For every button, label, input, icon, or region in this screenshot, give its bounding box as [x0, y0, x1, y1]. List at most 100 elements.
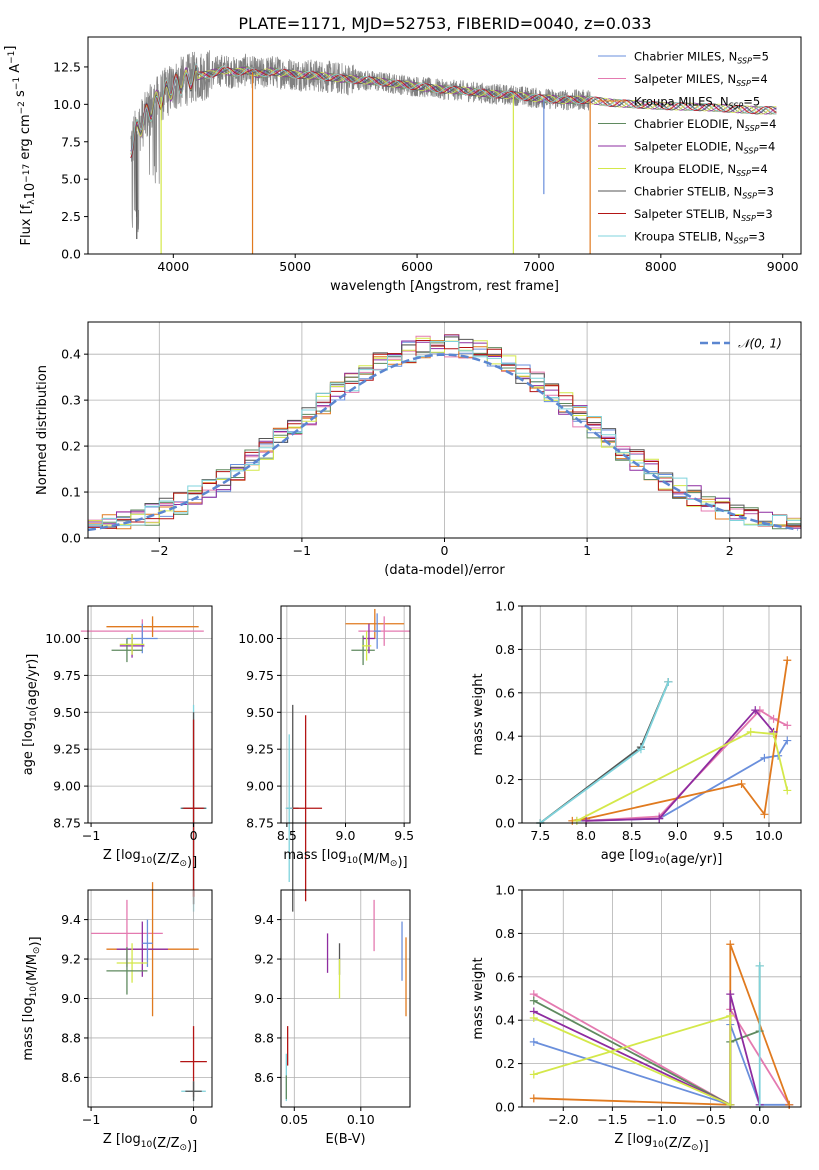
spectrum-frame: 4000 5000 6000 7000 8000 9000 0.0 2.5 5.0 7.5 10.0…: [3, 36, 802, 294]
label-part: )]: [397, 855, 407, 870]
mass_vs_ebv-frame: 0.05 0.10 8.6 8.8 9.0 9.2 9.4 E(B-V): [254, 889, 411, 1147]
spectrum-ytick-label: 2.5: [61, 209, 81, 224]
legend-sub: SSP: [737, 57, 752, 66]
label-part: (M/M: [25, 954, 40, 986]
weight-series-line: [539, 681, 670, 824]
age_vs_Z-ylabel: age [log10(age/yr)]: [21, 654, 40, 776]
spectrum-xlabel: wavelength [Angstrom, rest frame]: [330, 279, 559, 294]
spectrum-spine: [87, 36, 802, 255]
weight_vs_Z-ytick-label: 0.0: [495, 1100, 515, 1115]
weight-point-marker: [746, 727, 755, 736]
label-sub: 10: [141, 856, 153, 866]
label-part: Z [: [103, 1132, 121, 1147]
label-part: log: [121, 848, 141, 863]
weight-series-line: [533, 966, 761, 1107]
legend-suffix: =3: [756, 207, 773, 221]
weight-point-marker: [726, 940, 735, 949]
legend-entry: Salpeter STELIB, NSSP=3: [634, 207, 773, 223]
legend-label: Chabrier MILES, N: [634, 50, 737, 64]
legend-sub: SSP: [742, 192, 757, 201]
label-sub: ⊙: [179, 859, 187, 869]
spectrum-xtick-label: 6000: [401, 259, 433, 274]
label-sup: −1: [7, 51, 17, 64]
weight-series-line: [533, 993, 761, 1107]
mass_vs_ebv-ytick-label: 9.0: [254, 991, 274, 1006]
weight-point-marker: [769, 714, 778, 723]
age_vs_Z-ytick-label: 10.00: [45, 631, 81, 646]
weight_vs_age-ytick-label: 0.4: [495, 729, 515, 744]
weight_vs_Z-xtick-label: 0.0: [750, 1112, 770, 1127]
legend-entry: Salpeter ELODIE, NSSP=4: [634, 140, 775, 156]
residuals-ytick-label: 0.0: [61, 531, 81, 546]
age_vs_mass-ytick-label: 9.00: [246, 779, 274, 794]
spectrum-model-line: [130, 66, 777, 152]
spectrum-plot: [130, 50, 777, 254]
mass_vs_Z-ylabel: mass [log10(M/M⊙)]: [21, 936, 43, 1060]
legend-suffix: =5: [743, 95, 760, 109]
residuals-plot: [88, 334, 801, 532]
legend-label: Salpeter STELIB, N: [634, 207, 741, 221]
spectrum-xtick-label: 8000: [645, 259, 677, 274]
age_vs_mass-xtick-label: 9.0: [336, 828, 356, 843]
weight-point-marker: [760, 810, 769, 819]
label-part: Z [: [103, 848, 121, 863]
spectrum-ytick-label: 12.5: [53, 59, 81, 74]
legend-sub: SSP: [741, 214, 756, 223]
weight-point-marker: [783, 656, 792, 665]
age_vs_Z-xlabel: Z [log10(Z/Z⊙)]: [103, 848, 197, 870]
spectrum-model-line: [130, 63, 777, 156]
label-sub: 10: [652, 1140, 664, 1150]
weight-point-marker: [726, 1011, 735, 1020]
mass_vs_Z-xlabel: Z [log10(Z/Z⊙)]: [103, 1132, 197, 1154]
spectrum-xtick-label: 9000: [767, 259, 799, 274]
label-part: mass [: [21, 1017, 36, 1060]
mass_vs_ebv-xtick-label: 0.05: [280, 1112, 308, 1127]
legend-entry: Chabrier ELODIE, NSSP=4: [634, 117, 776, 133]
mass_vs_ebv-xlabel: E(B-V): [325, 1132, 365, 1147]
legend-sub: SSP: [736, 169, 751, 178]
label-part: A: [8, 64, 23, 77]
label-part: ]: [3, 46, 18, 51]
mass_vs_ebv-ytick-label: 9.2: [254, 952, 274, 967]
weight-point-marker: [726, 1100, 735, 1109]
mass_vs_Z-ytick-label: 8.8: [61, 1030, 81, 1045]
legend-suffix: =3: [757, 185, 774, 199]
weight_vs_age-frame: 7.5 8.0 8.5 9.0 9.5 10.0 0.0 0.2 0.4 0.6 0.8 1.0 age…: [471, 599, 802, 867]
label-part: erg cm: [18, 114, 33, 163]
weight-series-line: [576, 730, 789, 822]
spectrum-ytick-label: 5.0: [61, 172, 81, 187]
age_vs_Z-ytick-label: 9.50: [53, 705, 81, 720]
label-part: mass [: [283, 848, 326, 863]
age_vs_Z-ytick-label: 9.25: [53, 742, 81, 757]
legend-suffix: =4: [758, 140, 775, 154]
legend-entry: Kroupa ELODIE, NSSP=4: [634, 162, 768, 178]
legend-label: Chabrier STELIB, N: [634, 185, 742, 199]
label-part: Normed distribution: [35, 365, 50, 495]
weight_vs_age-plot: [536, 656, 792, 827]
weight-series-line: [533, 1014, 732, 1107]
age_vs_mass-ytick-label: 9.75: [246, 668, 274, 683]
weight-point-marker: [529, 996, 538, 1005]
mass_vs_Z-axes: [88, 890, 212, 1107]
label-part: log: [632, 1132, 652, 1147]
label-part: )]: [187, 1139, 197, 1154]
age_vs_Z-ytick-label: 9.00: [53, 779, 81, 794]
weight-point-marker: [751, 706, 760, 715]
weight_vs_age-xtick-label: 9.5: [713, 828, 733, 843]
residuals-xtick-label: 2: [726, 543, 734, 558]
legend-label: Salpeter MILES, N: [634, 72, 736, 86]
label-part: log: [327, 848, 347, 863]
age_vs_mass-xtick-label: 9.5: [394, 828, 414, 843]
weight-point-marker: [737, 779, 746, 788]
label-part: age [: [601, 848, 634, 863]
spectrum-xtick-label: 7000: [523, 259, 555, 274]
mass_vs_Z-ytick-label: 9.0: [61, 991, 81, 1006]
residuals-xlabel: (data-model)/error: [384, 563, 505, 578]
age_vs_Z-xtick-label: −1: [82, 828, 100, 843]
weight-point-marker: [572, 816, 581, 825]
weight-point-marker: [664, 677, 673, 686]
label-sup: −2: [17, 101, 27, 114]
legend-sub: SSP: [745, 124, 760, 133]
